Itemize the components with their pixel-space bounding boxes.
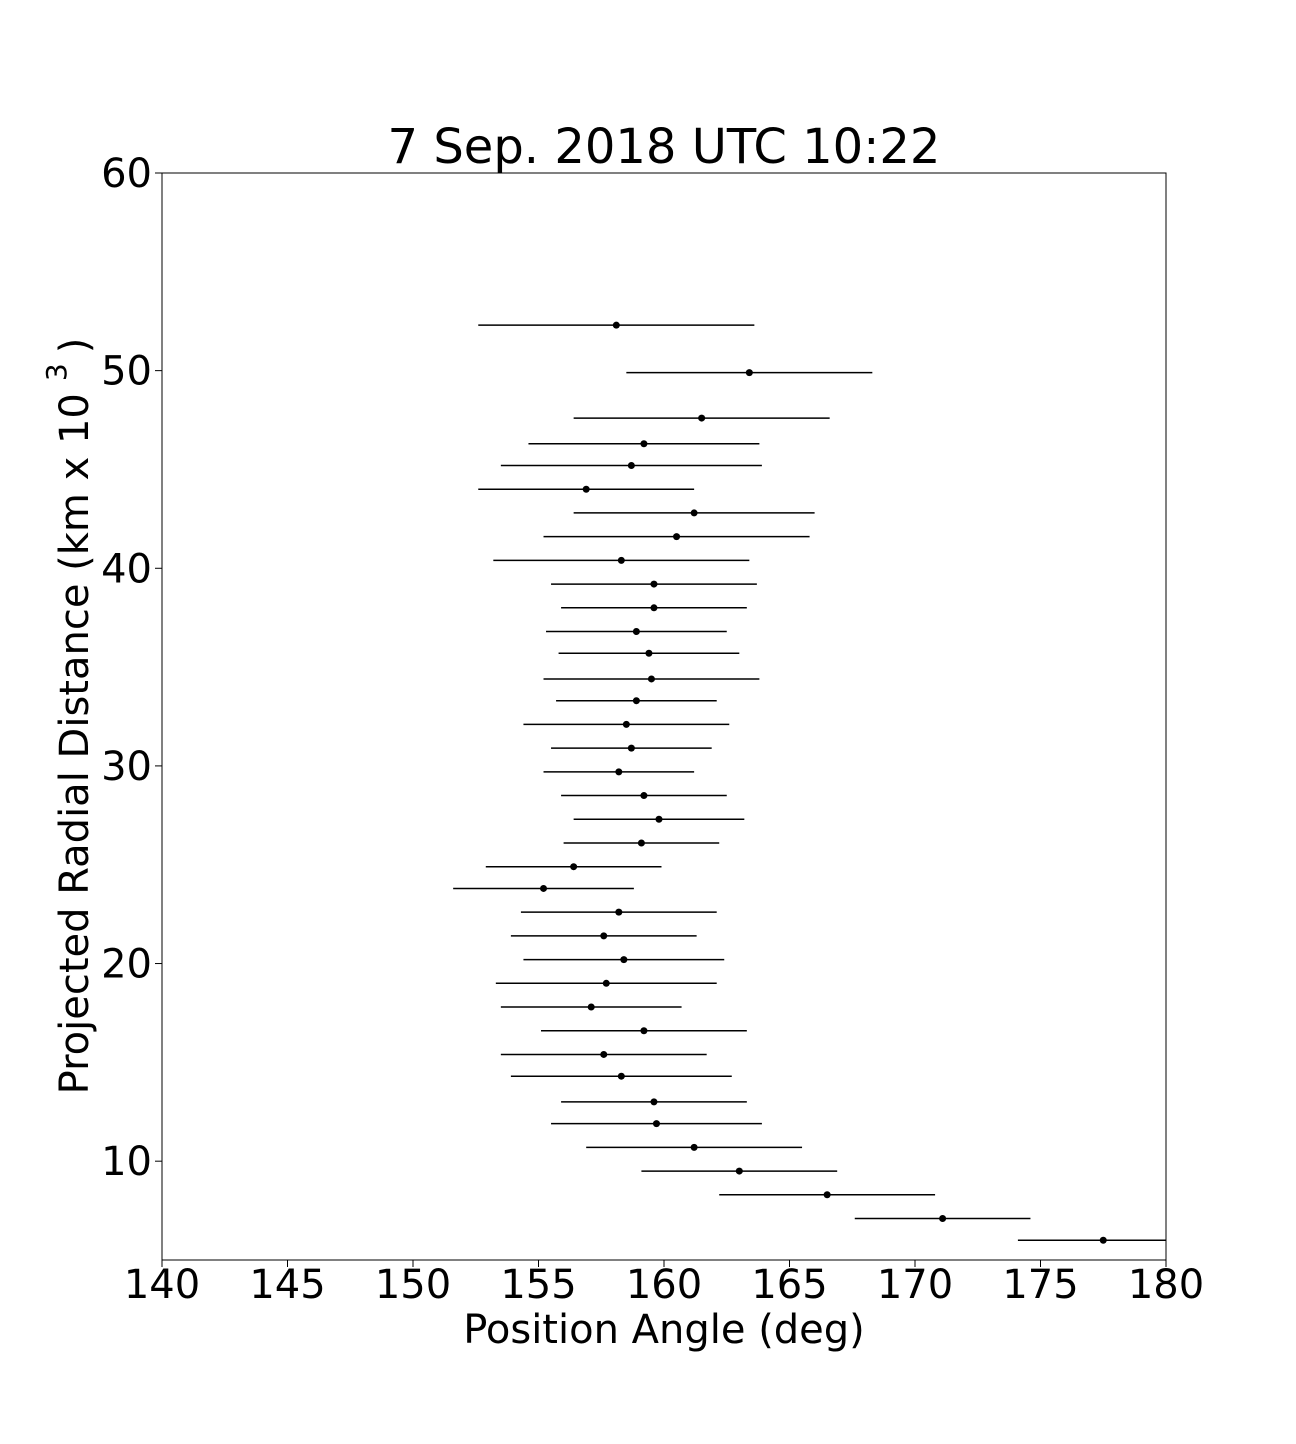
- data-point: [615, 908, 623, 916]
- data-point: [600, 932, 608, 940]
- data-point: [632, 697, 640, 705]
- x-tick-label: 175: [1002, 1262, 1078, 1308]
- data-point: [690, 1143, 698, 1151]
- chart-title: 7 Sep. 2018 UTC 10:22: [388, 119, 941, 175]
- data-point: [645, 649, 653, 657]
- data-point: [640, 1027, 648, 1035]
- x-tick-label: 150: [375, 1262, 451, 1308]
- y-tick-label: 30: [101, 744, 152, 790]
- data-point: [602, 979, 610, 987]
- data-point: [600, 1050, 608, 1058]
- data-point: [690, 509, 698, 517]
- data-point: [615, 768, 623, 776]
- data-point: [627, 462, 635, 470]
- x-tick-label: 155: [500, 1262, 576, 1308]
- y-tick-label: 60: [101, 151, 152, 197]
- y-axis-label-main: Projected Radial Distance (km x 10: [52, 393, 98, 1094]
- data-point: [617, 1072, 625, 1080]
- x-tick-label: 145: [249, 1262, 325, 1308]
- data-point: [540, 884, 548, 892]
- data-point: [582, 485, 590, 493]
- x-tick-label: 140: [124, 1262, 200, 1308]
- data-point: [617, 556, 625, 564]
- data-point: [655, 815, 663, 823]
- plot-area: [453, 321, 1166, 1244]
- x-tick-label: 170: [877, 1262, 953, 1308]
- data-point: [652, 1120, 660, 1128]
- x-tick-label: 165: [751, 1262, 827, 1308]
- data-point: [1099, 1236, 1107, 1244]
- data-point: [640, 792, 648, 800]
- data-point: [647, 675, 655, 683]
- data-point: [650, 1098, 658, 1106]
- data-point: [650, 580, 658, 588]
- x-tick-label: 180: [1128, 1262, 1204, 1308]
- data-point: [735, 1167, 743, 1175]
- data-point: [637, 839, 645, 847]
- data-point: [570, 863, 578, 871]
- data-point: [587, 1003, 595, 1011]
- data-point: [698, 414, 706, 422]
- y-axis-label-sup: 3: [40, 363, 73, 381]
- data-point: [673, 533, 681, 541]
- y-axis-label-end: ): [52, 338, 98, 354]
- data-point: [632, 628, 640, 636]
- y-axis-label: Projected Radial Distance (km x 10 3): [40, 338, 98, 1095]
- data-point: [622, 720, 630, 728]
- x-axis-label: Position Angle (deg): [463, 1307, 865, 1353]
- data-point: [823, 1191, 831, 1199]
- data-point: [939, 1214, 947, 1222]
- data-point: [627, 744, 635, 752]
- y-tick-label: 40: [101, 546, 152, 592]
- data-point: [745, 369, 753, 377]
- y-tick-label: 20: [101, 942, 152, 988]
- data-point: [612, 321, 620, 329]
- data-point: [640, 440, 648, 448]
- y-tick-label: 50: [101, 349, 152, 395]
- y-tick-label: 10: [101, 1139, 152, 1185]
- data-point: [620, 956, 628, 964]
- data-point: [650, 604, 658, 612]
- plot-frame: [161, 172, 1167, 1261]
- x-tick-label: 160: [626, 1262, 702, 1308]
